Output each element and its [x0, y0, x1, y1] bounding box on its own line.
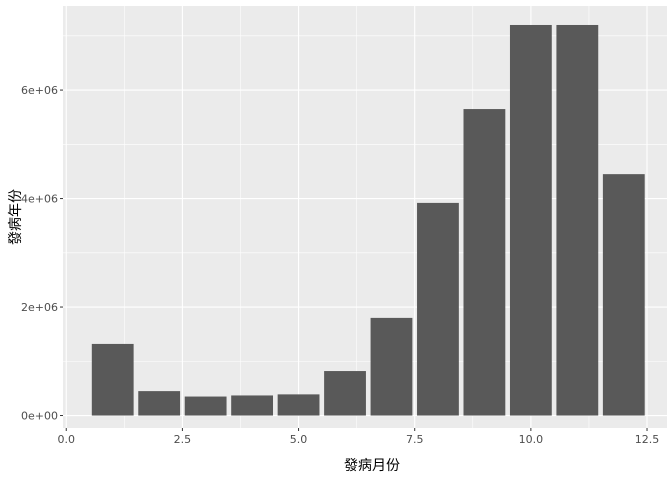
bar [370, 317, 413, 416]
bar [231, 395, 274, 416]
y-tick-label: 4e+06 [21, 193, 58, 206]
y-axis: 0e+00 2e+06 4e+06 6e+06 [21, 84, 63, 423]
bar [138, 391, 181, 416]
x-tick-label: 12.5 [635, 433, 660, 446]
bar [277, 394, 320, 416]
bar [91, 343, 134, 416]
y-tick-label: 2e+06 [21, 301, 58, 314]
bar [417, 202, 459, 416]
y-tick-label: 6e+06 [21, 84, 58, 97]
x-tick-label: 5.0 [290, 433, 308, 446]
bar [602, 174, 645, 416]
y-axis-title: 發病年份 [8, 189, 24, 245]
y-tick-label: 0e+00 [21, 410, 58, 423]
bar [463, 109, 506, 416]
bar [184, 396, 227, 416]
bar [324, 371, 366, 416]
bar [556, 24, 599, 416]
x-tick-label: 7.5 [406, 433, 424, 446]
x-axis: 0.0 2.5 5.0 7.5 10.0 12.5 [58, 428, 660, 446]
bar [509, 24, 552, 416]
x-tick-label: 0.0 [58, 433, 76, 446]
x-tick-label: 2.5 [174, 433, 192, 446]
x-axis-title: 發病月份 [344, 458, 400, 474]
bars [91, 24, 645, 416]
x-tick-label: 10.0 [519, 433, 544, 446]
